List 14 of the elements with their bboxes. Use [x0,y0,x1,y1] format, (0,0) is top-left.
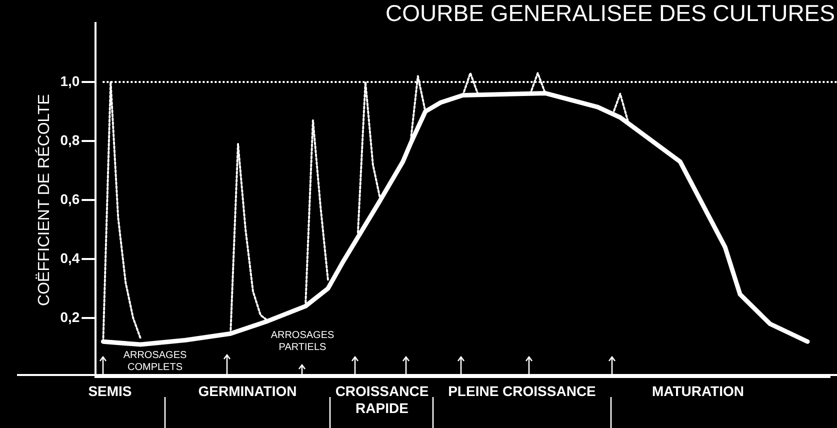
chart-title: COURBE GENERALISEE DES CULTURES [386,0,835,26]
text: SEMIS [87,383,133,400]
y-tick-label: 0,4 [60,250,80,266]
y-tick-label: 0,6 [60,190,80,207]
y-tick-label: 0,8 [60,132,80,148]
text: GERMINATION [197,383,298,400]
text: PLEINE CROISSANCE [447,383,597,400]
text: CROISSANCE RAPIDE [334,383,430,417]
y-tick-label: 0,2 [60,308,80,325]
y-axis-title: COËFFICIENT DE RÉCOLTE [35,94,54,306]
annotation: ARROSAGES PARTIELS [270,330,336,354]
annotation: ARROSAGES COMPLETS [122,350,188,374]
y-tick-label: 1,0 [60,72,80,89]
text: MATURATION [650,383,746,400]
